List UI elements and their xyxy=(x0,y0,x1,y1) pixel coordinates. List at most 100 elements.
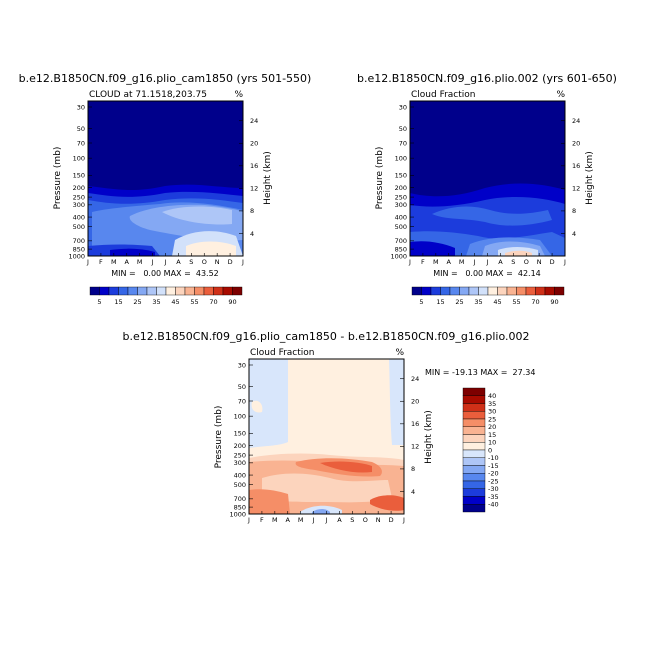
colorbar-label: 15 xyxy=(436,298,444,306)
panel-3-ylabel: Pressure (mb) xyxy=(214,406,224,469)
colorbar-label: 35 xyxy=(152,298,160,306)
x-tick-label: J xyxy=(241,258,244,266)
panel-1-units: % xyxy=(234,90,243,100)
y-tick-label: 200 xyxy=(234,442,246,450)
y-tick-label: 250 xyxy=(73,193,85,201)
y-tick-label: 700 xyxy=(395,237,407,245)
panel-1-title: b.e12.B1850CN.f09_g16.plio_cam1850 (yrs … xyxy=(19,72,312,85)
x-tick-label: N xyxy=(215,258,220,266)
colorbar-swatch xyxy=(462,442,486,451)
colorbar-label: 25 xyxy=(133,298,141,306)
y-right-tick-label: 24 xyxy=(411,375,419,383)
colorbar-label: -25 xyxy=(488,477,499,485)
colorbar-swatch xyxy=(478,286,489,296)
panel-2-axes: J F M A M J J A S O N D J305070100150200250300400500… xyxy=(390,103,580,266)
panel-1-colorbar: 5 15 25 35 45 55 70 90 xyxy=(89,286,243,306)
x-tick-label: A xyxy=(176,258,181,266)
colorbar-label: 40 xyxy=(488,392,496,400)
y-right-tick-label: 12 xyxy=(411,443,419,451)
x-tick-label: J xyxy=(486,258,489,266)
colorbar-swatch xyxy=(462,411,486,420)
y-tick-label: 30 xyxy=(77,103,85,111)
panel-1-axes: J F M A M J J A S O N D J305070100150200250300400500… xyxy=(68,103,258,266)
x-tick-label: A xyxy=(498,258,503,266)
colorbar-swatch xyxy=(544,286,555,296)
y-tick-label: 30 xyxy=(238,361,246,369)
y-right-tick-label: 20 xyxy=(411,398,419,406)
panel-1-stats: MIN = 0.00 MAX = 43.52 xyxy=(111,269,219,278)
colorbar-label: 70 xyxy=(531,298,539,306)
x-tick-label: A xyxy=(286,516,291,524)
colorbar-swatch xyxy=(468,286,479,296)
colorbar-label: 35 xyxy=(488,400,496,408)
panel-3: b.e12.B1850CN.f09_g16.plio_cam1850 - b.e… xyxy=(123,330,536,524)
x-tick-label: M xyxy=(111,258,117,266)
y-tick-label: 150 xyxy=(395,172,407,180)
x-tick-label: J xyxy=(325,516,328,524)
colorbar-swatch xyxy=(184,286,195,296)
y-tick-label: 200 xyxy=(395,184,407,192)
x-tick-label: O xyxy=(202,258,207,266)
y-tick-label: 100 xyxy=(234,412,246,420)
y-right-tick-label: 4 xyxy=(250,230,254,238)
x-tick-label: A xyxy=(447,258,452,266)
x-tick-label: O xyxy=(363,516,368,524)
y-right-tick-label: 8 xyxy=(411,465,415,473)
colorbar-label: 45 xyxy=(493,298,501,306)
x-tick-label: J xyxy=(408,258,411,266)
x-tick-label: J xyxy=(151,258,154,266)
colorbar-swatch xyxy=(462,504,486,513)
y-tick-label: 150 xyxy=(73,172,85,180)
y-right-tick-label: 8 xyxy=(250,207,254,215)
x-tick-label: A xyxy=(125,258,130,266)
panel-3-units: % xyxy=(395,348,404,358)
colorbar-label: 90 xyxy=(550,298,558,306)
colorbar-swatch xyxy=(99,286,110,296)
y-tick-label: 50 xyxy=(399,125,407,133)
x-tick-label: A xyxy=(337,516,342,524)
y-right-tick-label: 12 xyxy=(250,185,258,193)
colorbar-label: 90 xyxy=(228,298,236,306)
panel-3-stats: MIN = -19.13 MAX = 27.34 xyxy=(425,368,535,377)
panel-1-ylabel: Pressure (mb) xyxy=(53,147,63,210)
colorbar-swatch xyxy=(462,418,486,427)
panel-3-axes: J F M A M J J A S O N D J305070100150200250300400500… xyxy=(229,361,419,524)
colorbar-swatch xyxy=(554,286,565,296)
y-tick-label: 500 xyxy=(73,223,85,231)
x-tick-label: D xyxy=(550,258,555,266)
y-tick-label: 400 xyxy=(234,471,246,479)
y-tick-label: 50 xyxy=(77,125,85,133)
panel-2-contours xyxy=(410,101,565,256)
panel-2-title: b.e12.B1850CN.f09_g16.plio.002 (yrs 601-… xyxy=(357,72,617,85)
colorbar-label: -30 xyxy=(488,485,499,493)
colorbar-label: -15 xyxy=(488,462,499,470)
colorbar-label: 5 xyxy=(419,298,423,306)
panel-3-contours xyxy=(249,359,404,514)
colorbar-label: -10 xyxy=(488,454,499,462)
colorbar-swatch xyxy=(430,286,441,296)
colorbar-label: 15 xyxy=(488,431,496,439)
colorbar-label: 70 xyxy=(209,298,217,306)
colorbar-swatch xyxy=(411,286,422,296)
y-right-tick-label: 24 xyxy=(250,117,258,125)
panel-3-ylabel-right: Height (km) xyxy=(424,410,434,464)
colorbar-swatch xyxy=(462,449,486,458)
y-tick-label: 700 xyxy=(73,237,85,245)
panel-1-subtitle: CLOUD at 71.1518,203.75 xyxy=(89,90,207,100)
colorbar-label: 25 xyxy=(455,298,463,306)
colorbar-swatch xyxy=(127,286,138,296)
y-tick-label: 100 xyxy=(395,154,407,162)
colorbar-label: 5 xyxy=(97,298,101,306)
colorbar-label: 30 xyxy=(488,408,496,416)
colorbar-swatch xyxy=(156,286,167,296)
x-tick-label: M xyxy=(459,258,465,266)
colorbar-swatch xyxy=(459,286,470,296)
x-tick-label: S xyxy=(350,516,354,524)
panel-3-title: b.e12.B1850CN.f09_g16.plio_cam1850 - b.e… xyxy=(123,330,530,343)
colorbar-label: -20 xyxy=(488,470,499,478)
colorbar-swatch xyxy=(222,286,233,296)
colorbar-swatch xyxy=(516,286,527,296)
y-tick-label: 150 xyxy=(234,430,246,438)
y-tick-label: 500 xyxy=(395,223,407,231)
y-tick-label: 850 xyxy=(234,503,246,511)
